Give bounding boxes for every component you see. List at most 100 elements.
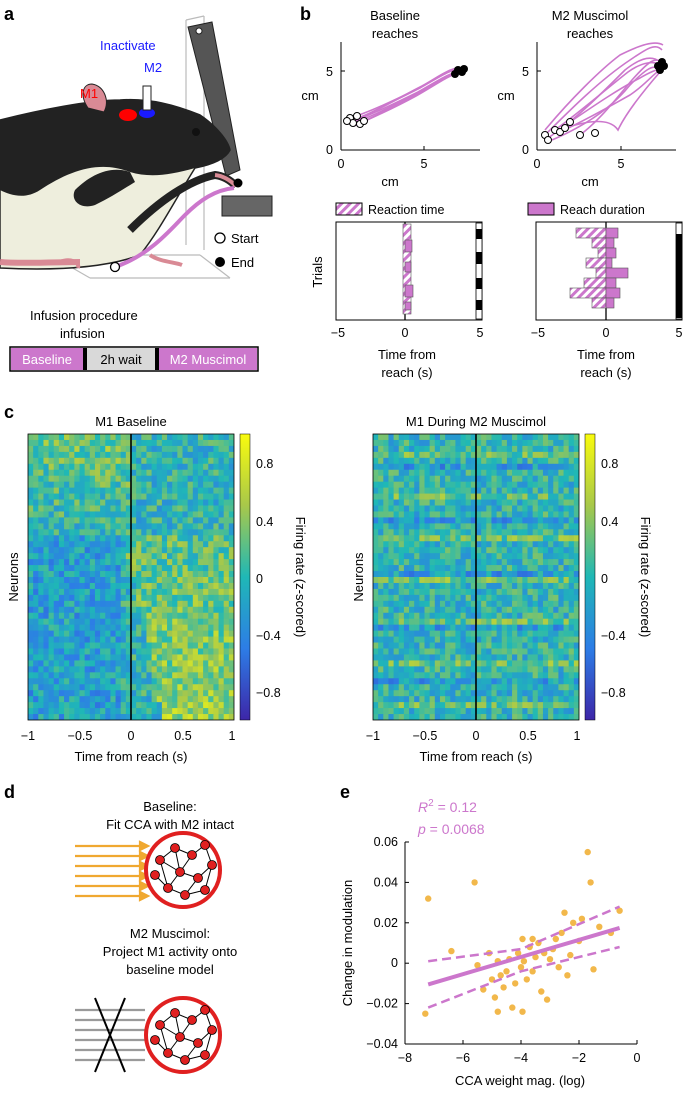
heatmap-cell xyxy=(151,529,158,536)
heatmap-cell xyxy=(378,553,384,560)
heatmap-cell xyxy=(429,451,436,459)
heatmap-cell xyxy=(409,606,415,614)
heatmap-cell xyxy=(125,445,132,453)
heatmap-cell xyxy=(512,714,518,720)
heatmap-cell xyxy=(532,702,539,709)
heatmap-cell xyxy=(64,648,70,655)
heatmap-cell xyxy=(64,630,70,637)
heatmap-cell xyxy=(558,577,564,584)
heatmap-cell xyxy=(172,690,178,697)
heatmap-cell xyxy=(33,559,39,566)
heatmap-cell xyxy=(187,636,194,643)
heatmap-cell xyxy=(38,696,44,703)
heatmap-cell xyxy=(161,708,168,715)
heatmap-cell xyxy=(69,577,75,584)
heatmap-cell xyxy=(28,463,34,471)
heatmap-cell xyxy=(218,714,225,720)
heatmap-cell xyxy=(424,577,431,584)
heatmap-cell xyxy=(172,499,178,506)
heatmap-cell xyxy=(172,553,178,560)
heatmap-cell xyxy=(218,439,225,447)
heatmap-cell xyxy=(177,642,183,649)
heatmap-cell xyxy=(136,541,142,548)
heatmap-cell xyxy=(182,666,189,673)
heatmap-cell xyxy=(74,612,80,620)
heatmap-cell xyxy=(84,535,91,542)
heatmap-cell xyxy=(146,439,152,447)
heatmap-cell xyxy=(161,678,168,685)
heatmap-cell xyxy=(414,708,420,715)
heatmap-cell xyxy=(532,481,539,489)
heatmap-cell xyxy=(69,451,75,459)
heatmap-cell xyxy=(218,481,225,489)
heatmap-cell xyxy=(115,702,122,709)
heatmap-cell xyxy=(373,666,379,673)
heatmap-cell xyxy=(450,642,456,649)
panel-b: b Baseline reaches M2 Muscimol reaches 5… xyxy=(300,4,683,380)
heatmap-cell xyxy=(424,499,431,506)
e-scatter-point xyxy=(512,980,519,987)
heatmap-cell xyxy=(146,505,152,512)
heatmap-cell xyxy=(69,523,75,530)
heatmap-cell xyxy=(187,481,194,489)
heatmap-cell xyxy=(496,523,503,530)
heatmap-cell xyxy=(28,559,34,566)
heatmap-cell xyxy=(532,594,539,602)
heatmap-cell xyxy=(100,559,106,566)
heatmap-cell xyxy=(481,708,487,715)
heatmap-cell xyxy=(177,451,183,459)
heatmap-cell xyxy=(491,624,497,632)
e-r2-value: = 0.12 xyxy=(434,799,477,815)
heatmap-cell xyxy=(100,493,106,500)
heatmap-cell xyxy=(136,600,142,608)
heatmap-cell xyxy=(203,660,209,667)
heatmap-cell xyxy=(424,517,431,524)
heatmap-cell xyxy=(491,511,497,518)
heatmap-cell xyxy=(172,571,178,578)
heatmap-cell xyxy=(542,577,549,584)
heatmap-cell xyxy=(403,481,410,489)
heatmap-cell xyxy=(378,708,384,715)
heatmap-cell xyxy=(455,439,461,447)
heatmap-cell xyxy=(156,523,163,530)
heatmap-cell xyxy=(131,624,137,632)
heatmap-cell xyxy=(537,624,544,632)
heatmap-cell xyxy=(403,553,410,560)
heatmap-cell xyxy=(74,481,80,489)
heatmap-cell xyxy=(125,612,132,620)
heatmap-cell xyxy=(522,618,528,626)
heatmap-cell xyxy=(506,493,513,500)
heatmap-cell xyxy=(563,535,570,542)
heatmap-cell xyxy=(548,499,554,506)
heatmap-cell xyxy=(378,636,384,643)
heatmap-cell xyxy=(177,529,183,536)
heatmap-cell xyxy=(110,541,116,548)
heatmap-cell xyxy=(470,642,477,649)
heatmap-cell xyxy=(481,451,487,459)
heatmap-cell xyxy=(53,666,60,673)
heatmap-cell xyxy=(563,445,570,453)
baseline-title-1: Baseline xyxy=(370,8,420,23)
heatmap-cell xyxy=(33,678,39,685)
heatmap-cell xyxy=(517,505,523,512)
heatmap-cell xyxy=(393,612,400,620)
heatmap-cell xyxy=(146,565,152,572)
heatmap-cell xyxy=(553,463,559,471)
heatmap-cell xyxy=(393,636,400,643)
heatmap-cell xyxy=(115,565,122,572)
heatmap-cell xyxy=(506,684,513,691)
heatmap-cell xyxy=(414,630,420,637)
heatmap-cell xyxy=(429,672,436,679)
heatmap-cell xyxy=(43,684,49,691)
heatmap-cell xyxy=(424,642,431,649)
heatmap-cell xyxy=(506,517,513,524)
heatmap-cell xyxy=(501,505,508,512)
heatmap-cell xyxy=(79,565,86,572)
heatmap-cell xyxy=(125,493,132,500)
heatmap-cell xyxy=(470,630,477,637)
heatmap-cell xyxy=(136,547,142,554)
heatmap-cell xyxy=(455,559,461,566)
heatmap-cell xyxy=(228,523,234,530)
heatmap-cell xyxy=(38,481,44,489)
heatmap-cell xyxy=(506,451,513,459)
